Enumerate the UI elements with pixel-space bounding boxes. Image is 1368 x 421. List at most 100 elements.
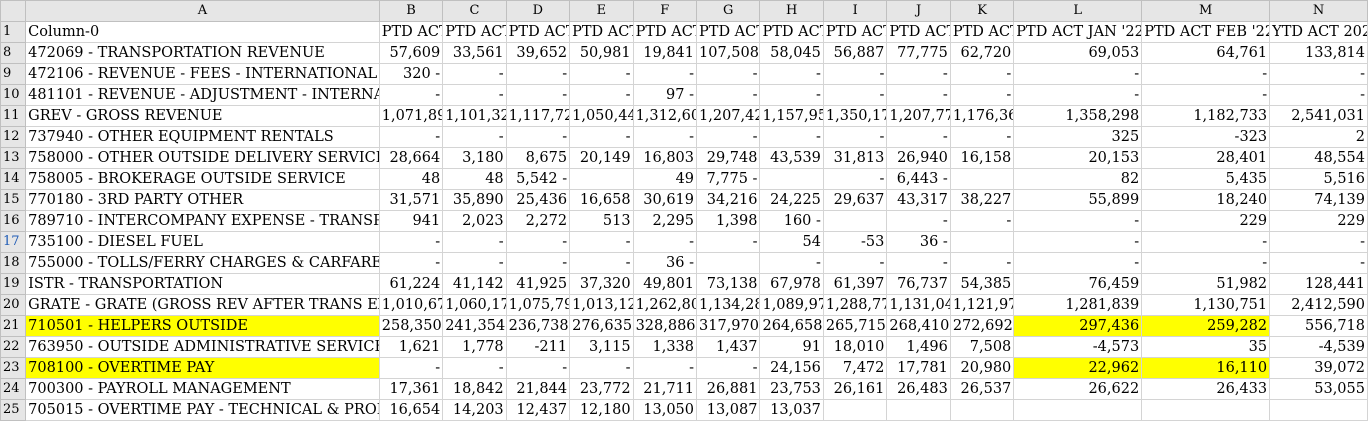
account-cell[interactable]: 763950 - OUTSIDE ADMINISTRATIVE SERVICES bbox=[25, 336, 380, 358]
value-cell[interactable]: 1,131,042 bbox=[886, 294, 951, 316]
value-cell[interactable]: 1,207,779 bbox=[886, 105, 951, 127]
value-cell[interactable]: 513 bbox=[569, 210, 634, 232]
value-cell[interactable]: - bbox=[1141, 231, 1271, 253]
value-cell[interactable]: - bbox=[378, 231, 444, 253]
value-cell[interactable]: 48 bbox=[378, 168, 444, 190]
value-cell[interactable]: 328,886 bbox=[632, 315, 698, 337]
value-cell[interactable]: - bbox=[442, 84, 507, 106]
value-cell[interactable]: - bbox=[632, 357, 698, 379]
value-cell[interactable]: 320 - bbox=[378, 63, 444, 85]
value-cell[interactable]: - bbox=[442, 126, 507, 148]
value-cell[interactable]: 133,814 bbox=[1269, 42, 1368, 64]
value-cell[interactable]: - bbox=[378, 252, 444, 274]
column-header[interactable]: H bbox=[759, 0, 824, 22]
value-cell[interactable]: 1,176,364 bbox=[949, 105, 1015, 127]
value-cell[interactable]: PTD ACT bbox=[949, 21, 1015, 43]
value-cell[interactable]: 31,813 bbox=[822, 147, 888, 169]
account-cell[interactable]: Column-0 bbox=[25, 21, 380, 43]
value-cell[interactable]: 48 bbox=[442, 168, 507, 190]
row-header[interactable]: 24 bbox=[0, 378, 27, 400]
value-cell[interactable]: 58,045 bbox=[759, 42, 824, 64]
value-cell[interactable]: 12,437 bbox=[505, 399, 571, 421]
value-cell[interactable]: 160 - bbox=[759, 210, 824, 232]
value-cell[interactable]: 1,398 bbox=[696, 210, 761, 232]
value-cell[interactable]: - bbox=[822, 126, 888, 148]
value-cell[interactable]: 276,635 bbox=[569, 315, 634, 337]
value-cell[interactable]: 51,982 bbox=[1141, 273, 1271, 295]
value-cell[interactable]: 26,940 bbox=[886, 147, 951, 169]
value-cell[interactable]: 49,801 bbox=[632, 273, 698, 295]
value-cell[interactable]: - bbox=[886, 84, 951, 106]
value-cell[interactable]: - bbox=[632, 231, 698, 253]
value-cell[interactable]: - bbox=[632, 63, 698, 85]
value-cell[interactable]: 74,139 bbox=[1269, 189, 1368, 211]
row-header[interactable]: 8 bbox=[0, 42, 27, 64]
value-cell[interactable]: 61,397 bbox=[822, 273, 888, 295]
value-cell[interactable]: - bbox=[1013, 210, 1143, 232]
value-cell[interactable]: 62,720 bbox=[949, 42, 1015, 64]
account-cell[interactable]: 705015 - OVERTIME PAY - TECHNICAL & PROF… bbox=[25, 399, 380, 421]
account-cell[interactable]: 789710 - INTERCOMPANY EXPENSE - TRANSPOR… bbox=[25, 210, 380, 232]
value-cell[interactable]: 1,350,176 bbox=[822, 105, 888, 127]
value-cell[interactable]: 14,203 bbox=[442, 399, 507, 421]
value-cell[interactable]: 1,075,796 bbox=[505, 294, 571, 316]
value-cell[interactable]: - bbox=[442, 231, 507, 253]
value-cell[interactable] bbox=[1269, 399, 1368, 421]
value-cell[interactable]: 50,981 bbox=[569, 42, 634, 64]
value-cell[interactable]: 2,412,590 bbox=[1269, 294, 1368, 316]
row-header[interactable]: 20 bbox=[0, 294, 27, 316]
row-header[interactable]: 9 bbox=[0, 63, 27, 85]
row-header[interactable]: 15 bbox=[0, 189, 27, 211]
value-cell[interactable]: 17,781 bbox=[886, 357, 951, 379]
value-cell[interactable]: - bbox=[696, 63, 761, 85]
value-cell[interactable]: PTD ACT bbox=[378, 21, 444, 43]
value-cell[interactable]: 7,472 bbox=[822, 357, 888, 379]
value-cell[interactable]: 30,619 bbox=[632, 189, 698, 211]
value-cell[interactable] bbox=[1141, 399, 1271, 421]
value-cell[interactable]: 23,772 bbox=[569, 378, 634, 400]
value-cell[interactable]: - bbox=[1269, 231, 1368, 253]
value-cell[interactable]: 107,508 bbox=[696, 42, 761, 64]
value-cell[interactable]: 33,561 bbox=[442, 42, 507, 64]
value-cell[interactable]: 1,010,671 bbox=[378, 294, 444, 316]
value-cell[interactable]: 268,410 bbox=[886, 315, 951, 337]
value-cell[interactable]: 20,980 bbox=[949, 357, 1015, 379]
value-cell[interactable]: 1,358,298 bbox=[1013, 105, 1143, 127]
value-cell[interactable]: 325 bbox=[1013, 126, 1143, 148]
value-cell[interactable]: - bbox=[505, 231, 571, 253]
value-cell[interactable]: - bbox=[886, 210, 951, 232]
value-cell[interactable]: 2,023 bbox=[442, 210, 507, 232]
value-cell[interactable]: - bbox=[505, 357, 571, 379]
value-cell[interactable]: 39,072 bbox=[1269, 357, 1368, 379]
value-cell[interactable]: 1,060,177 bbox=[442, 294, 507, 316]
value-cell[interactable]: PTD ACT bbox=[569, 21, 634, 43]
value-cell[interactable]: 54 bbox=[759, 231, 824, 253]
value-cell[interactable]: - bbox=[569, 252, 634, 274]
value-cell[interactable] bbox=[949, 231, 1015, 253]
value-cell[interactable]: 26,622 bbox=[1013, 378, 1143, 400]
row-header[interactable]: 13 bbox=[0, 147, 27, 169]
value-cell[interactable]: 5,435 bbox=[1141, 168, 1271, 190]
value-cell[interactable]: 1,281,839 bbox=[1013, 294, 1143, 316]
value-cell[interactable]: - bbox=[949, 63, 1015, 85]
column-header[interactable]: G bbox=[696, 0, 761, 22]
value-cell[interactable]: - bbox=[696, 231, 761, 253]
value-cell[interactable]: 29,637 bbox=[822, 189, 888, 211]
value-cell[interactable]: 55,899 bbox=[1013, 189, 1143, 211]
value-cell[interactable]: 28,401 bbox=[1141, 147, 1271, 169]
value-cell[interactable]: - bbox=[696, 126, 761, 148]
value-cell[interactable]: 26,537 bbox=[949, 378, 1015, 400]
value-cell[interactable]: 26,161 bbox=[822, 378, 888, 400]
value-cell[interactable]: 241,354 bbox=[442, 315, 507, 337]
value-cell[interactable]: 49 bbox=[632, 168, 698, 190]
value-cell[interactable]: 97 - bbox=[632, 84, 698, 106]
value-cell[interactable]: 17,361 bbox=[378, 378, 444, 400]
value-cell[interactable] bbox=[1013, 399, 1143, 421]
account-cell[interactable]: 472069 - TRANSPORTATION REVENUE bbox=[25, 42, 380, 64]
column-header[interactable]: E bbox=[569, 0, 634, 22]
value-cell[interactable]: - bbox=[1269, 252, 1368, 274]
value-cell[interactable]: - bbox=[822, 252, 888, 274]
value-cell[interactable]: - bbox=[505, 126, 571, 148]
value-cell[interactable]: 16,158 bbox=[949, 147, 1015, 169]
value-cell[interactable]: 13,050 bbox=[632, 399, 698, 421]
